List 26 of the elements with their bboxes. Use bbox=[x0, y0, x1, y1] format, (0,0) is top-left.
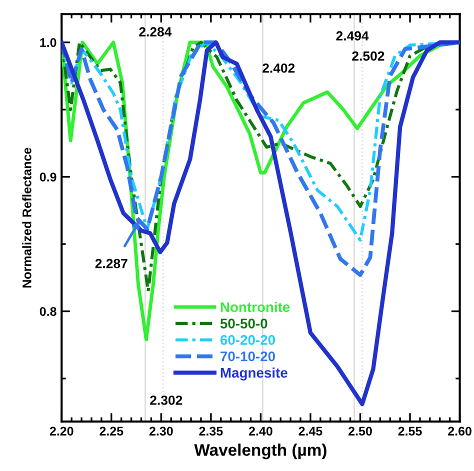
ref-line-label: 2.302 bbox=[150, 396, 182, 405]
x-tick-label: 2.55 bbox=[398, 426, 422, 436]
legend-label: 70-10-20 bbox=[220, 351, 275, 362]
ref-line-label: 2.494 bbox=[336, 31, 369, 41]
x-tick-label: 2.35 bbox=[199, 426, 223, 436]
ref-line-label: 2.502 bbox=[352, 51, 384, 61]
legend-label: Magnesite bbox=[220, 368, 288, 381]
legend-label: 60-20-20 bbox=[220, 335, 275, 345]
y-axis-title: Normalized Reflectance bbox=[22, 148, 32, 288]
x-tick-label: 2.25 bbox=[100, 426, 124, 436]
line-series bbox=[62, 40, 460, 406]
x-tick-label: 2.45 bbox=[298, 426, 322, 436]
legend-label: Nontronite bbox=[220, 302, 290, 312]
ref-line-label: 2.284 bbox=[139, 27, 172, 36]
y-tick-label: 1.0 bbox=[40, 38, 56, 48]
annotation: 2.287 bbox=[95, 258, 128, 268]
x-tick-label: 2.60 bbox=[448, 426, 472, 436]
y-tick-label: 0.9 bbox=[40, 172, 56, 182]
x-tick-label: 2.30 bbox=[149, 426, 173, 436]
x-tick-label: 2.50 bbox=[348, 426, 372, 436]
ref-line-label: 2.402 bbox=[262, 63, 295, 73]
x-tick-label: 2.20 bbox=[50, 426, 74, 436]
x-tick-label: 2.40 bbox=[248, 426, 272, 436]
legend-label: 50-50-0 bbox=[220, 318, 268, 328]
y-tick-label: 0.8 bbox=[40, 307, 56, 316]
x-axis-title: Wavelength (µm) bbox=[194, 444, 326, 460]
